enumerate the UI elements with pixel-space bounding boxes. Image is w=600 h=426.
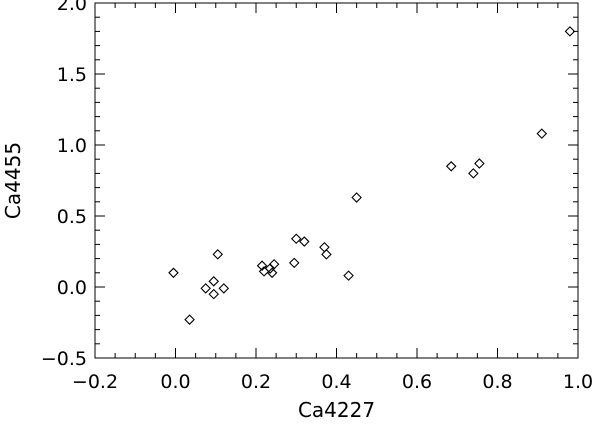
data-point [218, 283, 230, 294]
y-tick-label: 1.5 [57, 64, 87, 86]
data-point [266, 267, 278, 279]
data-point [208, 276, 220, 287]
data-point [290, 233, 302, 244]
data-point [321, 249, 332, 260]
x-tick-label: 0.0 [160, 371, 190, 393]
y-tick-label: 0.0 [57, 277, 87, 299]
data-point [268, 259, 280, 270]
data-point [351, 192, 362, 203]
x-tick-label: −0.2 [72, 371, 118, 393]
data-point [200, 283, 211, 294]
x-tick-label: 0.6 [402, 371, 432, 393]
axis-tick-labels: −0.2 0.0 0.2 0.4 0.6 0.8 1.0 −0.5 0.0 0.5 1.0 1.5 2.… [41, 0, 593, 393]
plot-frame [94, 2, 579, 359]
x-tick-label: 0.2 [241, 371, 271, 393]
data-point [212, 249, 224, 260]
data-points [168, 26, 576, 325]
data-point [445, 161, 457, 172]
data-point [474, 158, 485, 169]
data-point [564, 26, 576, 37]
y-axis-title: Ca4455 [1, 142, 25, 219]
y-tick-label: 2.0 [57, 0, 87, 15]
x-tick-label: 0.4 [321, 371, 351, 393]
data-point [168, 267, 179, 279]
y-tick-label: 0.5 [57, 206, 87, 228]
x-axis-title: Ca4227 [298, 398, 375, 422]
y-tick-label: 1.0 [57, 135, 87, 157]
data-point [184, 314, 195, 325]
data-point [536, 128, 548, 139]
data-point [468, 168, 479, 179]
x-tick-label: 0.8 [482, 371, 512, 393]
data-point [299, 236, 310, 247]
data-point [208, 288, 220, 300]
axis-ticks [94, 2, 579, 359]
y-tick-label: −0.5 [41, 348, 87, 370]
data-point [256, 260, 268, 271]
x-tick-label: 1.0 [563, 371, 593, 393]
data-point [288, 257, 300, 269]
data-point [343, 270, 354, 281]
